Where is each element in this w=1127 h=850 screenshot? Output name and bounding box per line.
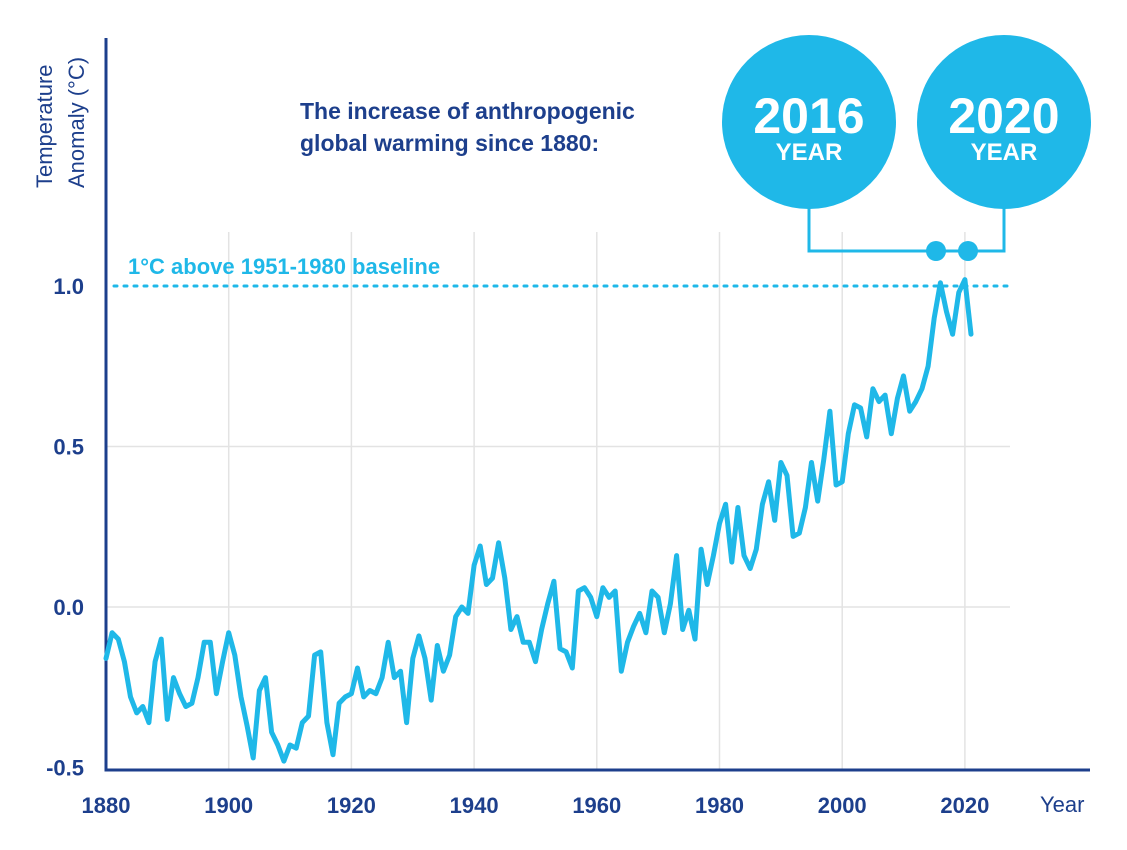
x-tick-label: 1940 (450, 793, 499, 818)
y-tick-labels: 1.0 0.5 0.0 -0.5 (46, 274, 84, 781)
x-tick-label: 1980 (695, 793, 744, 818)
callout-connector (807, 208, 1006, 253)
year-2020-sublabel: YEAR (971, 139, 1038, 166)
year-2016-circle (722, 35, 896, 209)
x-tick-label: 2000 (818, 793, 867, 818)
chart-title-line-1: The increase of anthropogenic (300, 98, 635, 124)
x-tick-label: 1960 (572, 793, 621, 818)
chart-title: The increase of anthropogenic global war… (300, 98, 635, 156)
year-2020-marker-dot (958, 241, 978, 261)
year-2016-sublabel: YEAR (776, 139, 843, 166)
y-axis-label-line-2: Anomaly (°C) (64, 57, 89, 188)
baseline-label: 1°C above 1951-1980 baseline (128, 254, 440, 279)
y-tick-label: -0.5 (46, 756, 84, 781)
x-tick-label: 1920 (327, 793, 376, 818)
y-tick-label: 0.0 (53, 595, 84, 620)
year-2020-circle (917, 35, 1091, 209)
temperature-series-line (103, 277, 974, 764)
callout-2020: 2020 YEAR (917, 35, 1091, 261)
x-tick-label: 1900 (204, 793, 253, 818)
x-tick-label: 1880 (82, 793, 131, 818)
year-2016-marker-dot (926, 241, 946, 261)
y-axis-label-line-1: Temperature (32, 64, 57, 188)
y-tick-label: 0.5 (53, 435, 84, 460)
record-year-callouts: 2016 YEAR 2020 YEAR (722, 35, 1091, 261)
y-axis-label: Temperature Anomaly (°C) (32, 57, 89, 188)
year-2020-number: 2020 (948, 88, 1059, 144)
year-2016-number: 2016 (753, 88, 864, 144)
x-tick-labels: 1880 1900 1920 1940 1960 1980 2000 2020 (82, 793, 990, 818)
x-tick-label: 2020 (940, 793, 989, 818)
y-tick-label: 1.0 (53, 274, 84, 299)
callout-2016: 2016 YEAR (722, 35, 946, 261)
x-axis-label: Year (1040, 792, 1084, 817)
chart-title-line-2: global warming since 1880: (300, 130, 599, 156)
